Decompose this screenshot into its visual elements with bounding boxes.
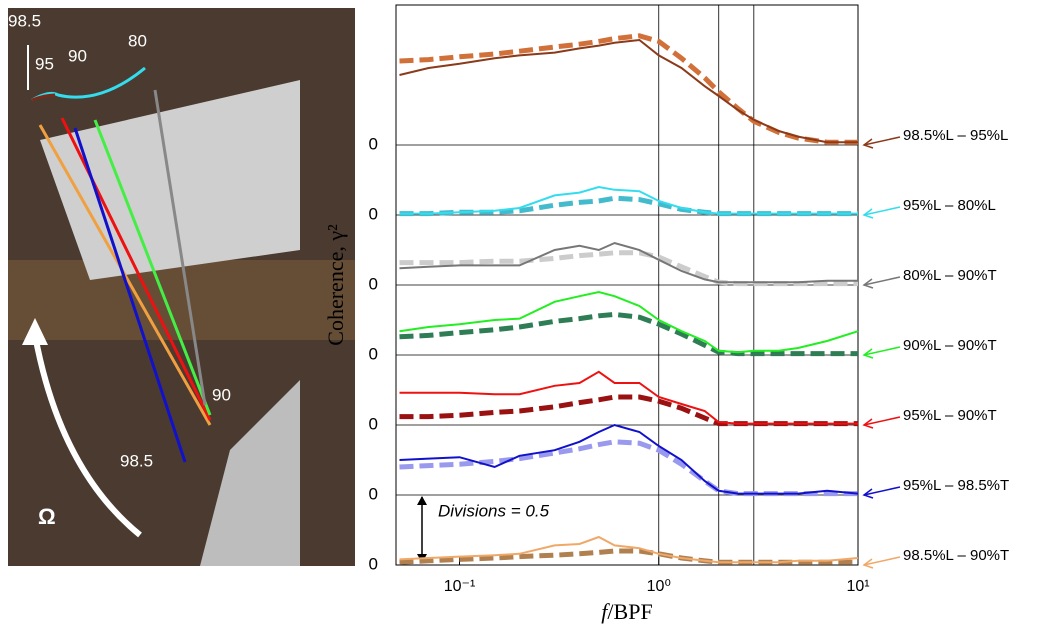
photo: 98.5 95 90 80 90 98.5 Ω <box>8 8 355 566</box>
photo-label: 90 <box>68 46 87 65</box>
y-axis-title: Coherence, γ² <box>323 224 348 346</box>
annotation: Divisions = 0.5 <box>438 501 550 520</box>
model-line <box>400 442 859 494</box>
y-tick-label: 0 <box>369 554 378 573</box>
figure: 98.5 95 90 80 90 98.5 Ω Coherence, γ² f/… <box>0 0 1052 634</box>
legend-label: 98.5%L – 90%T <box>903 547 1009 564</box>
legend-label: 80%L – 90%T <box>903 267 997 284</box>
x-tick-label: 10⁻¹ <box>444 578 476 595</box>
photo-label: 95 <box>35 54 54 73</box>
y-tick-label: 0 <box>369 344 378 363</box>
y-tick-label: 0 <box>369 484 378 503</box>
model-line <box>400 314 859 353</box>
x-axis-title: f/BPF <box>601 599 652 624</box>
y-tick-label: 0 <box>369 204 378 223</box>
legend-label: 98.5%L – 95%L <box>903 127 1008 144</box>
division-arrowhead <box>417 496 427 505</box>
photo-glow <box>8 260 355 340</box>
x-tick-label: 10¹ <box>846 578 869 595</box>
legend-label: 95%L – 80%L <box>903 197 996 214</box>
y-tick-label: 0 <box>369 414 378 433</box>
model-line <box>400 253 859 284</box>
y-tick-label: 0 <box>369 274 378 293</box>
measured-line <box>400 292 859 352</box>
photo-label: Ω <box>38 504 56 529</box>
y-tick-label: 0 <box>369 134 378 153</box>
legend-label: 95%L – 98.5%T <box>903 477 1009 494</box>
photo-label: 80 <box>128 31 147 50</box>
measured-line <box>400 425 859 494</box>
legend-label: 95%L – 90%T <box>903 407 997 424</box>
photo-label: 90 <box>212 385 231 404</box>
legend-label: 90%L – 90%T <box>903 337 997 354</box>
model-line <box>400 397 859 424</box>
model-line <box>400 36 859 142</box>
photo-label: 98.5 <box>8 11 41 30</box>
photo-label: 98.5 <box>120 451 153 470</box>
x-tick-label: 10⁰ <box>647 578 671 595</box>
x-axis-title-rest: /BPF <box>607 599 652 624</box>
